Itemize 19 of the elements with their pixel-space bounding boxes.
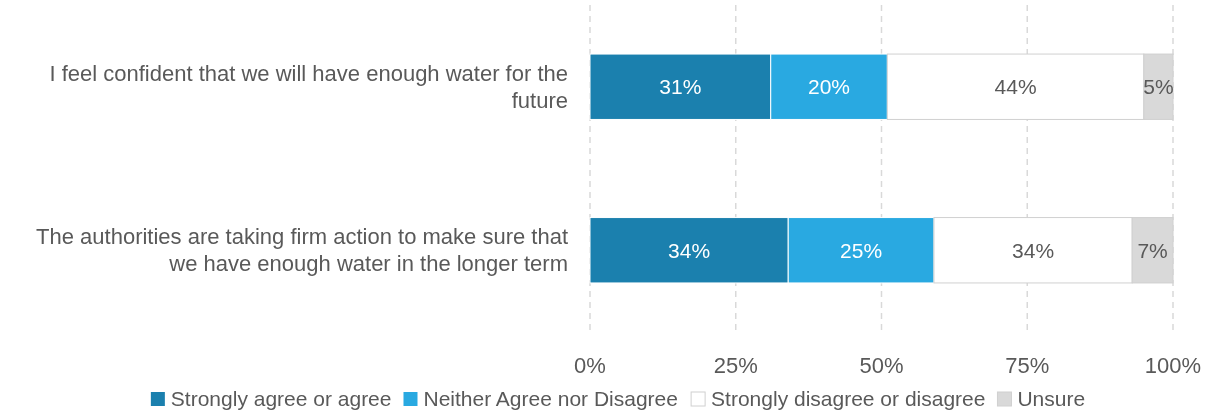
data-label: 44% xyxy=(994,75,1037,99)
y-tick-label: I feel confident that we will have enough water for the future xyxy=(49,60,568,113)
x-tick-label: 25% xyxy=(713,352,758,378)
data-label: 5% xyxy=(1143,75,1174,99)
x-tick-label: 50% xyxy=(859,352,904,378)
legend-label: Neither Agree nor Disagree xyxy=(423,387,678,411)
data-label: 20% xyxy=(808,75,851,99)
data-label: 25% xyxy=(840,238,883,262)
y-tick-label: The authorities are taking firm action to make sure that we have enough water in the longer term xyxy=(36,224,568,277)
data-label: 34% xyxy=(668,238,711,262)
x-tick-label: 100% xyxy=(1144,352,1202,378)
legend-label: Unsure xyxy=(1017,387,1086,411)
legend-label: Strongly agree or agree xyxy=(170,387,392,411)
data-label: 34% xyxy=(1012,238,1055,262)
data-label: 31% xyxy=(659,75,702,99)
data-label: 7% xyxy=(1137,238,1168,262)
x-tick-label: 0% xyxy=(574,352,606,378)
legend-label: Strongly disagree or disagree xyxy=(711,387,986,411)
x-tick-label: 75% xyxy=(1005,352,1050,378)
